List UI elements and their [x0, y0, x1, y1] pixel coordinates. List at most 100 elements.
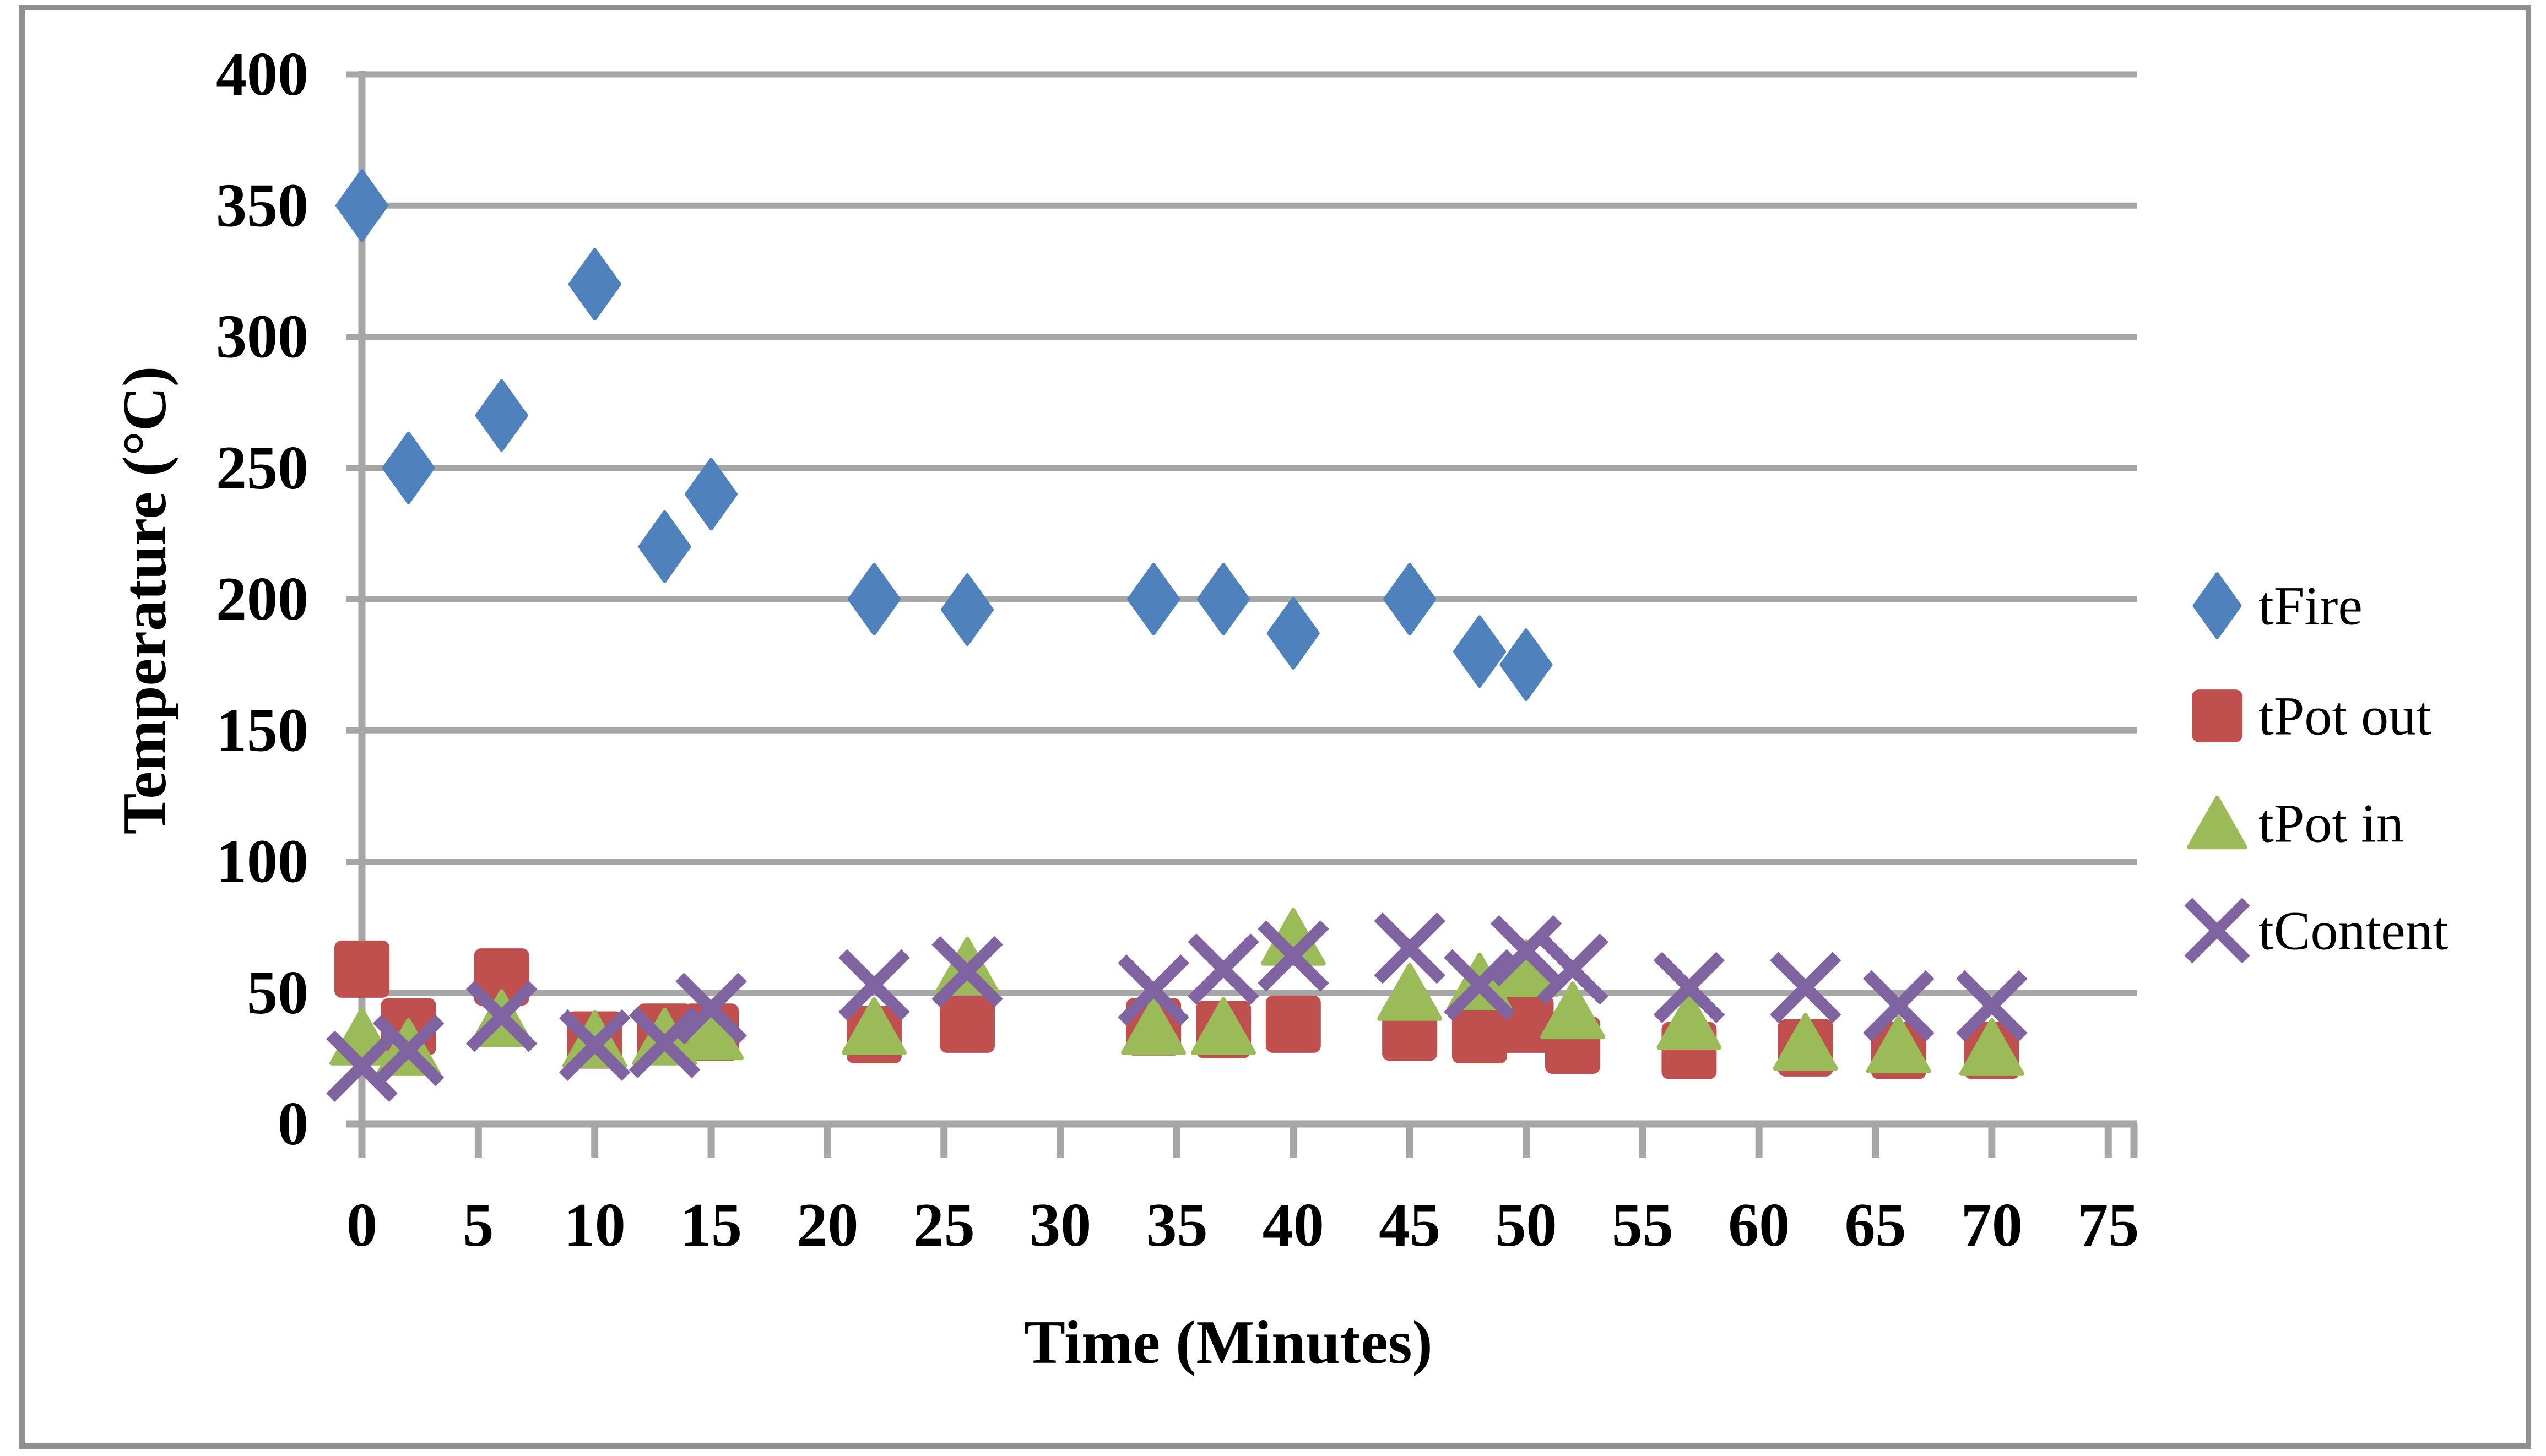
y-tick-label-200: 200: [216, 565, 308, 633]
legend-label-tpot-out: tPot out: [2258, 686, 2431, 747]
legend-glyph-triangle: [2187, 796, 2247, 850]
x-tick-label-70: 70: [1961, 1191, 2023, 1259]
y-tick-label-350: 350: [216, 171, 308, 240]
x-tick-label-35: 35: [1146, 1191, 1207, 1259]
marker-tfire-t26: [941, 573, 994, 646]
marker-tpot-in-t34: [1121, 997, 1187, 1055]
marker-tcontent-t57: [1653, 952, 1725, 1023]
marker-tpot-out-t0: [334, 940, 389, 998]
marker-tfire-t2: [382, 431, 435, 504]
series-tcontent: [326, 912, 2028, 1102]
marker-tfire-t45: [1383, 563, 1437, 635]
y-tick-label-100: 100: [216, 828, 308, 896]
x-axis-title: Time (Minutes): [1024, 1308, 1432, 1377]
x-tick-label-15: 15: [680, 1191, 742, 1259]
marker-tcontent-t66: [1863, 970, 1935, 1042]
marker-tpot-in-t52: [1540, 981, 1606, 1040]
series-tfire: [335, 169, 1553, 702]
legend-label-tpot-in: tPot in: [2258, 793, 2404, 854]
y-tick-label-300: 300: [216, 303, 308, 371]
marker-tfire-t0: [335, 169, 388, 242]
marker-tfire-t13: [638, 510, 691, 583]
marker-tfire-t10: [568, 248, 621, 321]
marker-tpot-in-t57: [1656, 992, 1722, 1050]
marker-tfire-t50: [1499, 628, 1553, 702]
legend-label-tcontent: tContent: [2258, 900, 2449, 961]
legend: tFire tPot out tPot in tContent: [2184, 572, 2449, 964]
marker-tpot-out-t26: [940, 995, 995, 1053]
x-tick-label-55: 55: [1612, 1191, 1673, 1259]
marker-tcontent-t34: [1118, 954, 1189, 1026]
y-tick-labels: 0 50 100 150 200 250 300 350 400: [216, 40, 308, 1158]
marker-tpot-in-t45: [1377, 963, 1443, 1021]
legend-glyph-x: [2184, 898, 2250, 964]
marker-tcontent-t40: [1258, 920, 1329, 992]
y-axis-title: Temperature (°C): [111, 366, 179, 834]
plot-markers-layer: [326, 169, 2028, 1102]
legend-item-tpot-in: tPot in: [2187, 793, 2404, 854]
marker-tcontent-t50: [1490, 915, 1562, 987]
x-tick-label-30: 30: [1030, 1191, 1091, 1259]
marker-tcontent-t13: [629, 1007, 701, 1079]
marker-tfire-t15: [685, 458, 738, 531]
marker-tcontent-t6: [465, 980, 538, 1052]
x-tick-label-50: 50: [1496, 1191, 1557, 1259]
marker-tcontent-t26: [931, 936, 1003, 1008]
tfire-diamond-icon: [2192, 572, 2242, 639]
x-tick-label-40: 40: [1263, 1191, 1324, 1259]
marker-tcontent-t10: [559, 1009, 631, 1081]
marker-tfire-t37: [1196, 563, 1250, 635]
marker-tpot-in-t37: [1190, 997, 1256, 1055]
x-tick-label-45: 45: [1379, 1191, 1440, 1259]
legend-label-tfire: tFire: [2258, 575, 2363, 637]
gridlines-layer: [346, 71, 2137, 996]
legend-item-tpot-out: tPot out: [2192, 686, 2431, 747]
marker-tcontent-t2: [372, 1014, 445, 1086]
marker-tfire-t48: [1453, 615, 1506, 688]
marker-tcontent-t52: [1537, 933, 1608, 1005]
x-tick-labels: 0 5 10 15 20 25 30 35 40 45 50 55 60 65 70 75: [346, 1191, 2139, 1259]
x-tick-label-5: 5: [463, 1191, 494, 1259]
marker-tcontent-t62: [1769, 952, 1841, 1023]
marker-tcontent-t70: [1956, 970, 2028, 1042]
legend-item-tfire: tFire: [2192, 572, 2363, 639]
marker-tpot-in-t70: [1959, 1018, 2024, 1076]
marker-tcontent-t45: [1374, 912, 1445, 984]
marker-tpot-out-t6: [474, 948, 529, 1006]
marker-tcontent-t22: [838, 949, 910, 1021]
x-tick-label-0: 0: [346, 1191, 377, 1259]
marker-tfire-t34: [1127, 563, 1180, 635]
marker-tcontent-t37: [1188, 933, 1259, 1005]
marker-tpot-out-t40: [1265, 995, 1321, 1053]
y-tick-label-0: 0: [278, 1090, 308, 1158]
marker-tcontent-t15: [675, 973, 747, 1045]
x-tick-label-25: 25: [913, 1191, 975, 1259]
x-tick-label-60: 60: [1728, 1191, 1790, 1259]
x-tick-label-20: 20: [797, 1191, 858, 1259]
marker-tpot-out-t48: [1451, 1006, 1507, 1063]
chart-outer-border: [19, 5, 2531, 1449]
marker-tfire-t22: [847, 563, 901, 635]
tcontent-x-icon: [2184, 898, 2250, 964]
y-tick-label-50: 50: [247, 959, 308, 1027]
marker-tpot-in-t66: [1866, 1015, 1931, 1074]
legend-glyph-diamond: [2192, 572, 2242, 639]
legend-item-tcontent: tContent: [2184, 898, 2449, 964]
marker-tfire-t40: [1266, 596, 1320, 670]
x-tick-label-10: 10: [564, 1191, 626, 1259]
x-tick-label-65: 65: [1845, 1191, 1906, 1259]
legend-glyph-square: [2192, 689, 2242, 742]
marker-tcontent-t48: [1444, 949, 1515, 1021]
marker-tfire-t6: [475, 379, 528, 452]
tpot-out-square-icon: [2192, 689, 2242, 742]
marker-tcontent-t0: [326, 1030, 398, 1102]
y-tick-label-400: 400: [216, 40, 308, 108]
tpot-in-triangle-icon: [2187, 796, 2247, 850]
marker-tpot-in-t22: [841, 997, 907, 1055]
y-tick-label-150: 150: [216, 696, 308, 764]
x-tick-label-75: 75: [2077, 1191, 2139, 1259]
y-tick-label-250: 250: [216, 434, 308, 502]
marker-tpot-in-t62: [1773, 1013, 1838, 1071]
